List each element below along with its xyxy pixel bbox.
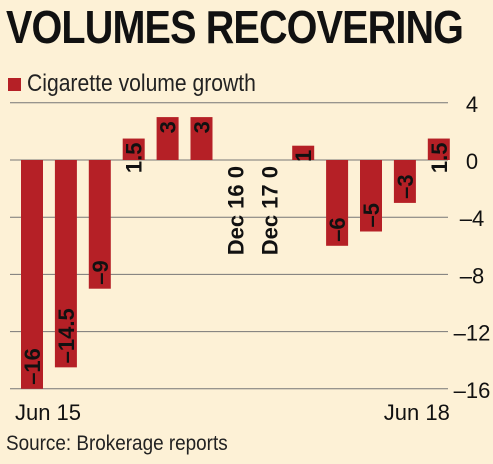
bar: [326, 160, 349, 246]
bar: [21, 160, 43, 389]
bar: [54, 160, 77, 368]
y-tick-label: –12: [454, 321, 491, 346]
bar-data-label: 1.5: [427, 143, 452, 174]
legend: Cigarette volume growth: [8, 70, 287, 98]
bar-label-layer: –16 –14.5 –9 1.5 3 3 Dec 16 0 Dec 17 0 1 –6 –5 –3 1.…: [20, 121, 452, 385]
bar: [156, 117, 179, 160]
bar-data-label: 1.5: [122, 143, 147, 174]
bar: [360, 160, 382, 232]
bar: [122, 138, 145, 160]
chart-title: VOLUMES RECOVERING: [6, 1, 464, 53]
bar-data-label: –16: [20, 348, 45, 385]
bar-data-label: 3: [156, 121, 181, 133]
bar-data-label: Dec 17 0: [257, 166, 282, 255]
bar-data-label: 1: [291, 150, 316, 162]
y-tick-label: 0: [466, 149, 478, 174]
legend-swatch: [8, 77, 21, 91]
bar-data-label: –6: [325, 217, 350, 241]
y-tick-label: 4: [466, 92, 478, 117]
bar: [427, 138, 450, 160]
bar: [88, 160, 111, 289]
grid-layer: [10, 102, 448, 390]
x-tick-label: Jun 15: [15, 400, 81, 425]
bar: [190, 117, 213, 160]
bar-layer: [21, 117, 450, 389]
bar: [292, 145, 315, 160]
bar-data-label: –14.5: [54, 308, 79, 363]
y-tick-label: –16: [454, 378, 491, 403]
bar-data-label: –3: [393, 174, 418, 198]
bar-data-label: Dec 16 0: [223, 166, 248, 255]
bar-data-label: –9: [88, 260, 113, 284]
bar-data-label: –5: [359, 203, 384, 227]
source-note: Source: Brokerage reports: [6, 432, 228, 455]
y-axis-tick-layer: 4 0 –4 –8 –12 –16: [454, 92, 491, 403]
y-tick-label: –4: [460, 206, 484, 231]
bar-data-label: 3: [190, 121, 215, 133]
legend-label: Cigarette volume growth: [27, 70, 256, 97]
bar: [393, 160, 416, 203]
x-axis-tick-layer: Jun 15 Jun 18: [15, 400, 450, 425]
y-tick-label: –8: [460, 263, 484, 288]
x-tick-label: Jun 18: [384, 400, 450, 425]
